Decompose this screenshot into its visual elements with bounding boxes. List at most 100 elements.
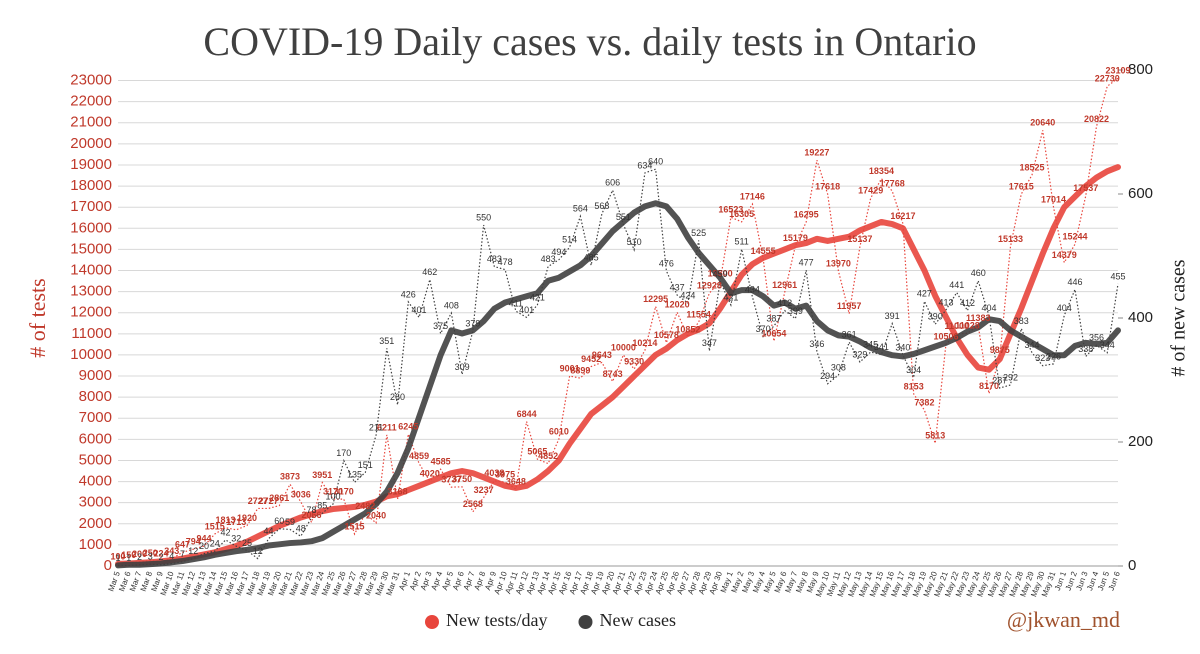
- data-label: 17768: [880, 178, 905, 188]
- data-label: 511: [734, 237, 748, 247]
- data-label: 494: [551, 247, 566, 257]
- data-label: 85: [317, 501, 327, 511]
- data-label: 408: [444, 300, 459, 310]
- data-label: 347: [702, 338, 717, 348]
- data-label: 11000: [944, 321, 969, 331]
- data-label: 2: [159, 552, 164, 562]
- data-label: 424: [680, 290, 695, 300]
- y-tick-label: 1000: [79, 536, 112, 553]
- data-label: 294: [820, 371, 835, 381]
- data-label: 426: [401, 289, 416, 299]
- data-label: 17537: [1073, 183, 1098, 193]
- data-label: 3170: [334, 486, 354, 496]
- y2-tick-label: 200: [1128, 433, 1153, 450]
- legend-label: New cases: [599, 610, 675, 630]
- data-label: 260: [390, 392, 405, 402]
- data-label: 3237: [474, 485, 494, 495]
- data-label: 340: [895, 343, 910, 353]
- data-label: 6844: [517, 409, 537, 419]
- y-tick-label: 14000: [70, 261, 112, 278]
- y2-tick-label: 800: [1128, 61, 1153, 78]
- data-label: 387: [766, 313, 781, 323]
- data-label: 413: [938, 297, 953, 307]
- data-label: 3951: [312, 470, 332, 480]
- data-label: 2: [137, 552, 142, 562]
- credit: @jkwan_md: [1007, 607, 1120, 632]
- data-label: 2727: [259, 496, 279, 506]
- data-label: 12928: [697, 281, 722, 291]
- data-label: 390: [928, 312, 943, 322]
- data-label: 11028: [955, 321, 980, 331]
- data-label: 525: [691, 228, 706, 238]
- data-label: 60: [274, 516, 284, 526]
- data-label: 12295: [643, 294, 668, 304]
- data-label: 3036: [291, 489, 311, 499]
- data-label: 15133: [998, 234, 1023, 244]
- data-label: 11957: [837, 301, 862, 311]
- data-label: 606: [605, 178, 620, 188]
- data-label: 326: [1046, 351, 1061, 361]
- data-label: 308: [831, 362, 846, 372]
- data-label: 1515: [345, 521, 365, 531]
- data-label: 10654: [761, 329, 786, 339]
- data-label: 944: [197, 533, 212, 543]
- data-label: 9001: [560, 363, 580, 373]
- data-label: 224: [153, 549, 168, 559]
- data-label: 1: [115, 553, 120, 563]
- data-label: 427: [917, 289, 932, 299]
- data-label: 5065: [527, 446, 547, 456]
- data-label: 568: [594, 201, 609, 211]
- data-label: 459: [713, 269, 728, 279]
- data-label: 351: [379, 336, 394, 346]
- data-label: 8899: [570, 366, 590, 376]
- data-label: 17014: [1041, 194, 1066, 204]
- data-label: 4852: [538, 451, 558, 461]
- data-label: 10852: [675, 324, 700, 334]
- data-label: 564: [573, 204, 588, 214]
- data-label: 20822: [1084, 114, 1109, 124]
- data-label: 4: [169, 551, 174, 561]
- y-tick-label: 11000: [71, 325, 112, 342]
- chart-title: COVID-19 Daily cases vs. daily tests in …: [203, 19, 976, 64]
- data-label: 13500: [708, 268, 733, 278]
- data-label: 2568: [463, 499, 483, 509]
- data-label: 17429: [858, 186, 883, 196]
- data-label: 6211: [377, 422, 397, 432]
- data-label: 478: [498, 257, 513, 267]
- trend-line: [115, 200, 1121, 569]
- y-axis-label: # of tests: [25, 278, 50, 357]
- data-label: 437: [670, 282, 685, 292]
- y-tick-label: 16000: [70, 219, 112, 236]
- data-label: 12961: [772, 280, 797, 290]
- data-label: 309: [455, 362, 470, 372]
- y-tick-label: 0: [104, 557, 112, 574]
- data-label: 48: [296, 524, 306, 534]
- data-label: 292: [1003, 372, 1018, 382]
- data-label: 12020: [665, 300, 690, 310]
- data-label: 9330: [624, 356, 644, 366]
- data-label: 304: [906, 365, 921, 375]
- data-label: 2066: [302, 510, 322, 520]
- y2-axis-label: # of new cases: [1168, 259, 1190, 376]
- y2-tick-label: 0: [1128, 557, 1136, 574]
- data-label: 401: [519, 305, 534, 315]
- data-label: 170: [336, 448, 351, 458]
- data-label: 344: [1100, 340, 1115, 350]
- data-label: 3873: [280, 472, 300, 482]
- data-label: 150: [121, 550, 136, 560]
- y-tick-label: 21000: [70, 114, 112, 131]
- data-label: 1813: [216, 515, 236, 525]
- data-label: 323: [1035, 353, 1050, 363]
- data-label: 399: [788, 306, 803, 316]
- data-label: 5813: [925, 431, 945, 441]
- y-tick-label: 23000: [70, 72, 112, 89]
- data-label: 1713: [226, 517, 246, 527]
- legend-marker: [425, 615, 439, 629]
- data-label: 6245: [398, 422, 418, 432]
- y-tick-label: 12000: [70, 304, 112, 321]
- data-label: 345: [863, 339, 878, 349]
- data-label: 17615: [1009, 182, 1034, 192]
- data-label: 18525: [1019, 162, 1044, 172]
- data-label: 476: [659, 258, 674, 268]
- y-tick-label: 4000: [79, 473, 112, 490]
